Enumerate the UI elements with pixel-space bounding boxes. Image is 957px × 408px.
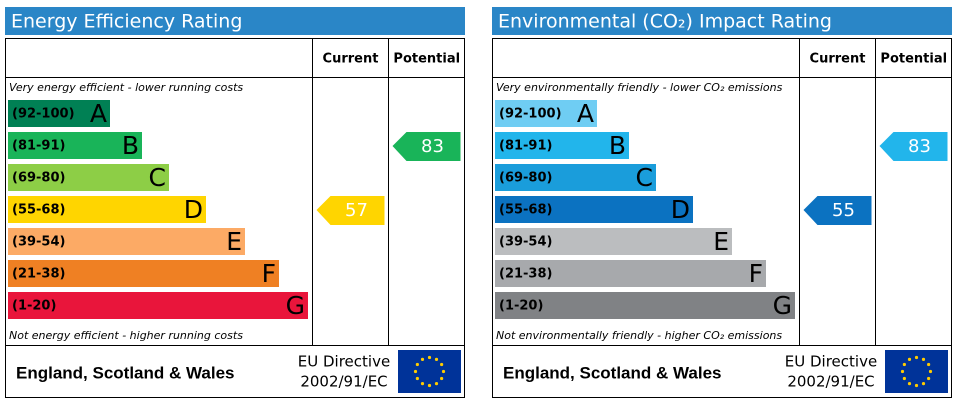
flag-star (440, 362, 444, 367)
band-letter: A (577, 99, 594, 128)
rating-arrow (879, 132, 948, 161)
band-letter: G (286, 291, 305, 320)
rating-value: 83 (908, 136, 931, 157)
band-range: (21-38) (12, 267, 65, 282)
flag-star (914, 355, 919, 360)
band-bar (495, 260, 766, 287)
top-note: Very energy efficient - lower running co… (9, 81, 243, 94)
title-bar (492, 7, 952, 35)
band-letter: E (713, 227, 729, 256)
directive-line: EU Directive (785, 353, 877, 371)
band-letter: D (184, 195, 203, 224)
band-range: (69-80) (499, 171, 552, 186)
band-letter: G (773, 291, 792, 320)
band-range: (69-80) (12, 171, 65, 186)
flag-star (415, 362, 419, 367)
band-bar (8, 164, 169, 191)
footer-region: England, Scotland & Wales (503, 363, 722, 382)
flag-star (441, 369, 446, 374)
rating-arrow (316, 196, 385, 225)
top-note: Very environmentally friendly - lower CO… (496, 81, 783, 94)
band-bar (495, 100, 597, 127)
rating-value: 83 (421, 136, 444, 157)
band-range: (55-68) (12, 203, 65, 218)
band-bar (495, 132, 629, 159)
band-letter: B (122, 131, 139, 160)
flag-star (902, 362, 906, 367)
band-range: (92-100) (499, 107, 562, 122)
band-bar (495, 196, 693, 223)
flag-star (434, 357, 439, 361)
directive-line: EU Directive (298, 353, 390, 371)
band-bar (8, 100, 110, 127)
directive-line: 2002/91/EC (787, 373, 874, 391)
band-letter: E (226, 227, 242, 256)
flag-star (415, 376, 419, 381)
flag-star (420, 357, 425, 361)
column-header: Potential (880, 52, 947, 67)
flag-star (440, 376, 444, 381)
band-range: (81-91) (499, 139, 552, 154)
band-bar (8, 196, 206, 223)
band-letter: D (671, 195, 690, 224)
band-range: (1-20) (499, 299, 543, 314)
band-letter: F (262, 259, 276, 288)
band-range: (92-100) (12, 107, 75, 122)
flag-star (902, 376, 906, 381)
flag-star (928, 369, 933, 374)
band-letter: C (149, 163, 166, 192)
rating-arrow (392, 132, 461, 161)
rating-value: 55 (832, 200, 855, 221)
band-range: (39-54) (12, 235, 65, 250)
panel-title: Environmental (CO₂) Impact Rating (498, 11, 832, 33)
band-bar (8, 292, 308, 319)
band-range: (55-68) (499, 203, 552, 218)
flag-star (434, 382, 439, 386)
title-bar (5, 7, 465, 35)
flag-star (900, 369, 905, 374)
band-letter: B (609, 131, 626, 160)
band-letter: F (749, 259, 763, 288)
flag-star (413, 369, 418, 374)
footer-region: England, Scotland & Wales (16, 363, 235, 382)
band-bar (495, 228, 732, 255)
panel-title: Energy Efficiency Rating (11, 11, 242, 33)
rating-arrow (803, 196, 872, 225)
flag-star (907, 357, 912, 361)
footer-box (5, 345, 465, 398)
band-bar (8, 228, 245, 255)
band-range: (21-38) (499, 267, 552, 282)
band-letter: C (636, 163, 653, 192)
flag-star (427, 383, 432, 388)
flag-star (927, 376, 931, 381)
band-letter: A (90, 99, 107, 128)
band-bar (495, 292, 795, 319)
bottom-note: Not energy efficient - higher running co… (9, 329, 243, 342)
band-range: (1-20) (12, 299, 56, 314)
flag-star (921, 382, 926, 386)
flag-star (921, 357, 926, 361)
column-header: Potential (393, 52, 460, 67)
band-range: (39-54) (499, 235, 552, 250)
bottom-note: Not environmentally friendly - higher CO… (496, 329, 782, 342)
flag-star (907, 382, 912, 386)
rating-value: 57 (345, 200, 368, 221)
flag-star (420, 382, 425, 386)
column-header: Current (810, 52, 866, 67)
flag-star (927, 362, 931, 367)
band-bar (8, 132, 142, 159)
band-range: (81-91) (12, 139, 65, 154)
band-bar (495, 164, 656, 191)
directive-line: 2002/91/EC (300, 373, 387, 391)
flag-star (914, 383, 919, 388)
column-header: Current (323, 52, 379, 67)
footer-box (492, 345, 952, 398)
band-bar (8, 260, 279, 287)
flag-star (427, 355, 432, 360)
